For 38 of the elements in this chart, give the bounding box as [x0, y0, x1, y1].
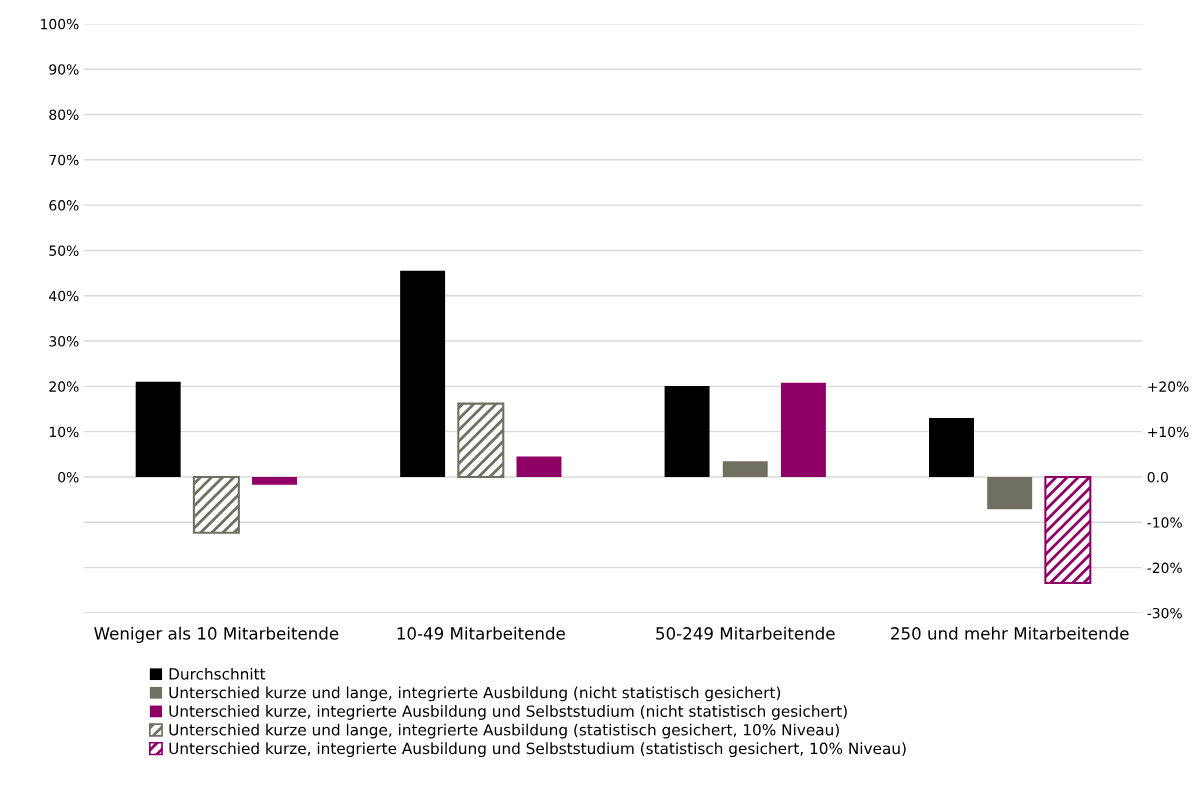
x-tick-label: Weniger als 10 Mitarbeitende	[94, 626, 339, 643]
y-tick-label: 30%	[49, 336, 79, 347]
legend-label: Unterschied kurze und lange, integrierte Ausbildung (statistisch gesichert, 10% Niveau)	[169, 723, 839, 739]
bar	[780, 382, 826, 477]
y-tick-label: 90%	[49, 64, 79, 75]
y-tick-label: 0%	[58, 471, 79, 483]
x-tick-label: 10-49 Mitarbeitende	[397, 626, 565, 640]
y2-tick-label: +10%	[1148, 426, 1189, 438]
legend-label: Unterschied kurze und lange, integrierte Ausbildung (nicht statistisch gesichert)	[169, 686, 781, 702]
x-tick-label: 250 und mehr Mitarbeitende	[891, 626, 1129, 640]
bar	[135, 381, 181, 477]
y-tick-label: 80%	[49, 109, 79, 120]
bar	[252, 476, 298, 485]
bar	[664, 385, 710, 477]
y-tick-label: 60%	[49, 200, 79, 211]
legend-label: Durchschnitt	[169, 667, 266, 680]
y-tick-label: 40%	[49, 290, 79, 302]
y-tick-label: 70%	[49, 154, 79, 166]
y2-tick-label: -10%	[1147, 517, 1182, 528]
y2-tick-label: -30%	[1147, 607, 1182, 619]
y-tick-label: 10%	[49, 426, 79, 438]
x-tick-label: 50-249 Mitarbeitende	[656, 626, 835, 640]
bar	[929, 418, 974, 477]
y2-tick-label: 0.0	[1147, 471, 1168, 483]
bar	[457, 402, 505, 479]
bar	[400, 270, 446, 477]
bar	[1044, 475, 1092, 585]
y-tick-label: 50%	[49, 245, 79, 256]
y2-tick-label: -20%	[1147, 562, 1182, 574]
y-tick-label: 100%	[41, 18, 79, 30]
bar	[987, 476, 1033, 510]
legend-label: Unterschied kurze, integrierte Ausbildung und Selbststudium (nicht statistisch gesichert)	[169, 705, 847, 720]
bar	[192, 475, 240, 534]
bar	[516, 456, 562, 477]
legend-label: Unterschied kurze, integrierte Ausbildung und Selbststudium (statistisch gesichert, 10% Niveau)	[169, 742, 906, 758]
y2-tick-label: +20%	[1148, 381, 1189, 392]
bar	[722, 461, 768, 477]
y-tick-label: 20%	[49, 381, 79, 392]
